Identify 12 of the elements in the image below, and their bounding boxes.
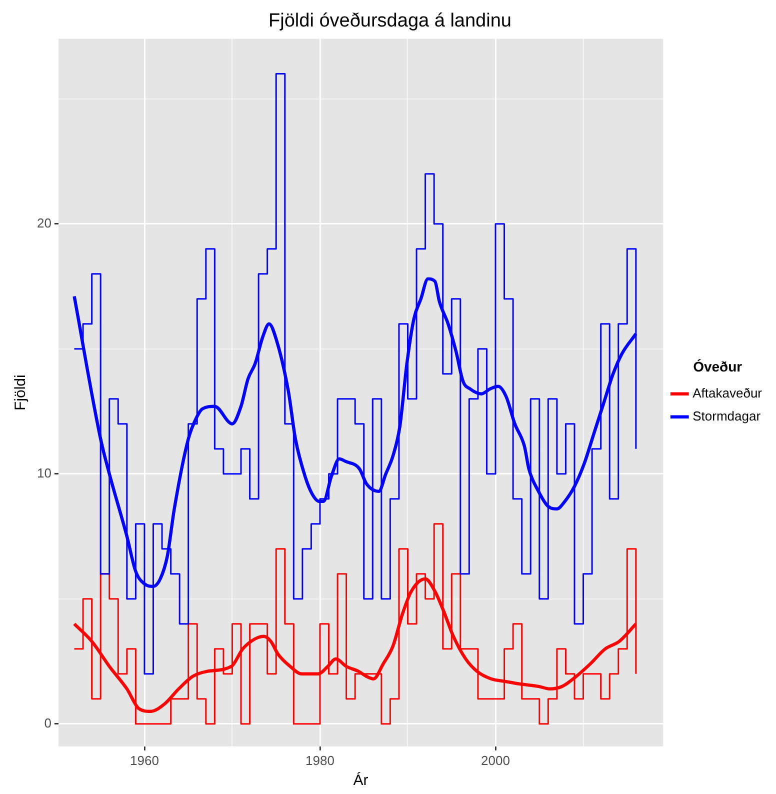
legend-label: Aftakaveður (692, 385, 763, 400)
y-tick-label: 20 (36, 215, 52, 230)
y-tick-label: 0 (44, 715, 52, 730)
legend-title: Óveður (693, 358, 743, 374)
y-axis-title: Fjöldi (12, 374, 30, 411)
x-axis-title: Ár (353, 771, 368, 790)
x-tick-label: 2000 (481, 752, 510, 768)
x-tick-label: 1960 (130, 752, 159, 768)
x-tick-label: 1980 (306, 752, 334, 768)
chart-title: Fjöldi óveðursdaga á landinu (268, 10, 512, 32)
legend-label: Stormdagar (692, 408, 762, 424)
y-tick-label: 10 (36, 465, 52, 480)
